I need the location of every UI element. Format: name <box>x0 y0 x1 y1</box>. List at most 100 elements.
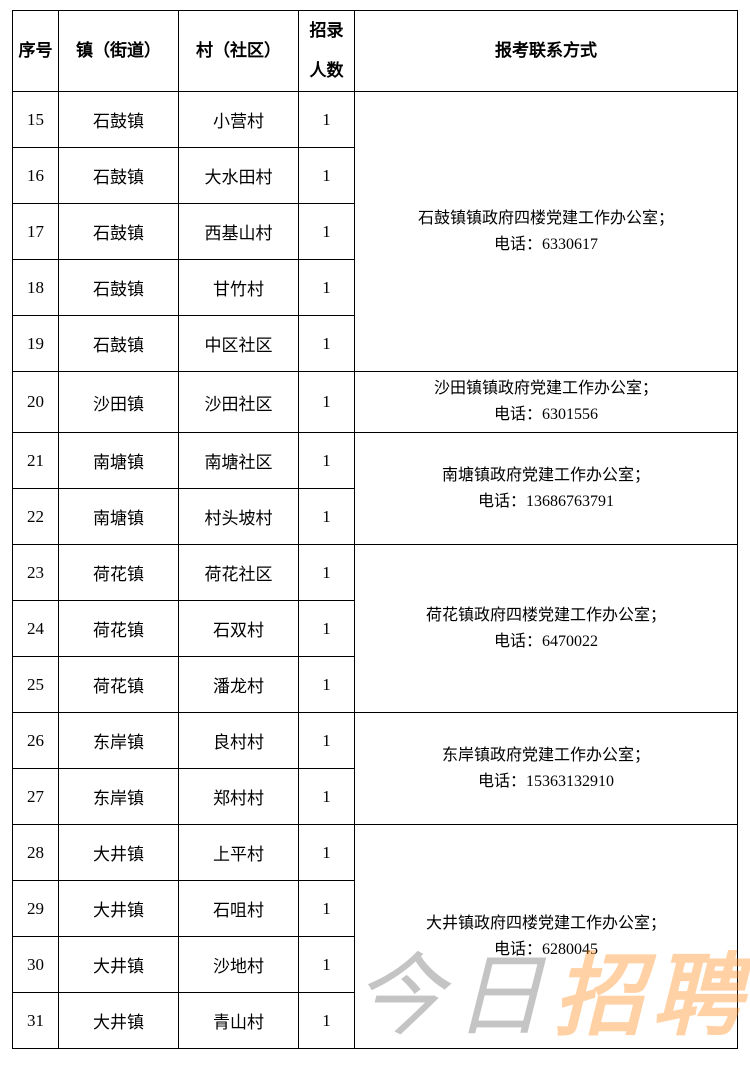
cell-village: 石双村 <box>179 601 299 657</box>
cell-village: 潘龙村 <box>179 657 299 713</box>
contact-line2: 电话：6301556 <box>494 406 598 423</box>
cell-number: 1 <box>299 433 355 489</box>
cell-town: 南塘镇 <box>59 489 179 545</box>
cell-number: 1 <box>299 769 355 825</box>
cell-number: 1 <box>299 372 355 433</box>
cell-town: 东岸镇 <box>59 769 179 825</box>
cell-seq: 18 <box>13 260 59 316</box>
cell-contact: 沙田镇镇政府党建工作办公室； 电话：6301556 <box>355 372 738 433</box>
cell-village: 郑村村 <box>179 769 299 825</box>
cell-town: 东岸镇 <box>59 713 179 769</box>
cell-town: 沙田镇 <box>59 372 179 433</box>
cell-contact: 石鼓镇镇政府四楼党建工作办公室； 电话：6330617 <box>355 92 738 372</box>
cell-number: 1 <box>299 204 355 260</box>
table-row: 28大井镇上平村1大井镇政府四楼党建工作办公室；电话：6280045 <box>13 825 738 881</box>
contact-line1: 石鼓镇镇政府四楼党建工作办公室； <box>418 210 674 227</box>
cell-seq: 26 <box>13 713 59 769</box>
table-row: 23荷花镇荷花社区1荷花镇政府四楼党建工作办公室；电话：6470022 <box>13 545 738 601</box>
cell-village: 小营村 <box>179 92 299 148</box>
cell-seq: 29 <box>13 881 59 937</box>
cell-seq: 31 <box>13 993 59 1049</box>
cell-seq: 20 <box>13 372 59 433</box>
cell-village: 中区社区 <box>179 316 299 372</box>
cell-town: 南塘镇 <box>59 433 179 489</box>
cell-town: 大井镇 <box>59 993 179 1049</box>
cell-town: 荷花镇 <box>59 601 179 657</box>
cell-seq: 24 <box>13 601 59 657</box>
cell-village: 荷花社区 <box>179 545 299 601</box>
cell-village: 良村村 <box>179 713 299 769</box>
cell-village: 沙地村 <box>179 937 299 993</box>
cell-village: 村头坡村 <box>179 489 299 545</box>
cell-contact: 大井镇政府四楼党建工作办公室； 电话：6280045 <box>355 825 738 1049</box>
cell-village: 上平村 <box>179 825 299 881</box>
cell-seq: 23 <box>13 545 59 601</box>
cell-seq: 21 <box>13 433 59 489</box>
contact-line2: 电话：6470022 <box>494 633 598 650</box>
cell-village: 沙田社区 <box>179 372 299 433</box>
table-row: 26东岸镇良村村1东岸镇政府党建工作办公室；电话：15363132910 <box>13 713 738 769</box>
header-contact: 报考联系方式 <box>355 11 738 92</box>
cell-contact: 荷花镇政府四楼党建工作办公室； 电话：6470022 <box>355 545 738 713</box>
cell-town: 荷花镇 <box>59 657 179 713</box>
cell-village: 西基山村 <box>179 204 299 260</box>
cell-town: 石鼓镇 <box>59 148 179 204</box>
table-row: 15石鼓镇小营村1石鼓镇镇政府四楼党建工作办公室；电话：6330617 <box>13 92 738 148</box>
contact-line2: 电话：6330617 <box>494 236 598 253</box>
cell-town: 大井镇 <box>59 825 179 881</box>
cell-number: 1 <box>299 316 355 372</box>
cell-seq: 27 <box>13 769 59 825</box>
cell-contact: 东岸镇政府党建工作办公室； 电话：15363132910 <box>355 713 738 825</box>
contact-line1: 沙田镇镇政府党建工作办公室； <box>434 380 658 397</box>
recruitment-table: 序号 镇（街道） 村（社区） 招录人数 报考联系方式 15石鼓镇小营村1石鼓镇镇… <box>12 10 738 1049</box>
contact-line1: 大井镇政府四楼党建工作办公室； <box>426 915 666 932</box>
table-row: 20沙田镇沙田社区1 沙田镇镇政府党建工作办公室； 电话：6301556 <box>13 372 738 433</box>
cell-number: 1 <box>299 545 355 601</box>
cell-number: 1 <box>299 993 355 1049</box>
cell-seq: 16 <box>13 148 59 204</box>
cell-seq: 19 <box>13 316 59 372</box>
cell-town: 石鼓镇 <box>59 316 179 372</box>
cell-number: 1 <box>299 937 355 993</box>
cell-number: 1 <box>299 713 355 769</box>
cell-number: 1 <box>299 881 355 937</box>
cell-number: 1 <box>299 260 355 316</box>
cell-town: 大井镇 <box>59 937 179 993</box>
contact-line2: 电话：6280045 <box>494 941 598 958</box>
contact-line1: 荷花镇政府四楼党建工作办公室； <box>426 607 666 624</box>
cell-seq: 25 <box>13 657 59 713</box>
cell-number: 1 <box>299 657 355 713</box>
cell-town: 大井镇 <box>59 881 179 937</box>
cell-seq: 28 <box>13 825 59 881</box>
cell-seq: 30 <box>13 937 59 993</box>
table-body: 15石鼓镇小营村1石鼓镇镇政府四楼党建工作办公室；电话：633061716石鼓镇… <box>13 92 738 1049</box>
cell-town: 石鼓镇 <box>59 204 179 260</box>
cell-number: 1 <box>299 601 355 657</box>
cell-seq: 15 <box>13 92 59 148</box>
cell-town: 石鼓镇 <box>59 92 179 148</box>
cell-number: 1 <box>299 148 355 204</box>
cell-village: 石咀村 <box>179 881 299 937</box>
table-header: 序号 镇（街道） 村（社区） 招录人数 报考联系方式 <box>13 11 738 92</box>
header-town: 镇（街道） <box>59 11 179 92</box>
cell-village: 南塘社区 <box>179 433 299 489</box>
cell-contact: 南塘镇政府党建工作办公室； 电话：13686763791 <box>355 433 738 545</box>
cell-village: 青山村 <box>179 993 299 1049</box>
contact-line2: 电话：13686763791 <box>478 493 614 510</box>
cell-seq: 22 <box>13 489 59 545</box>
cell-number: 1 <box>299 825 355 881</box>
cell-seq: 17 <box>13 204 59 260</box>
cell-town: 石鼓镇 <box>59 260 179 316</box>
contact-line1: 南塘镇政府党建工作办公室； <box>442 467 650 484</box>
header-seq: 序号 <box>13 11 59 92</box>
contact-line2: 电话：15363132910 <box>478 773 614 790</box>
header-num: 招录人数 <box>299 11 355 92</box>
recruitment-table-container: 序号 镇（街道） 村（社区） 招录人数 报考联系方式 15石鼓镇小营村1石鼓镇镇… <box>0 0 750 1059</box>
cell-town: 荷花镇 <box>59 545 179 601</box>
contact-line1: 东岸镇政府党建工作办公室； <box>442 747 650 764</box>
header-village: 村（社区） <box>179 11 299 92</box>
cell-village: 甘竹村 <box>179 260 299 316</box>
cell-number: 1 <box>299 92 355 148</box>
cell-village: 大水田村 <box>179 148 299 204</box>
cell-number: 1 <box>299 489 355 545</box>
